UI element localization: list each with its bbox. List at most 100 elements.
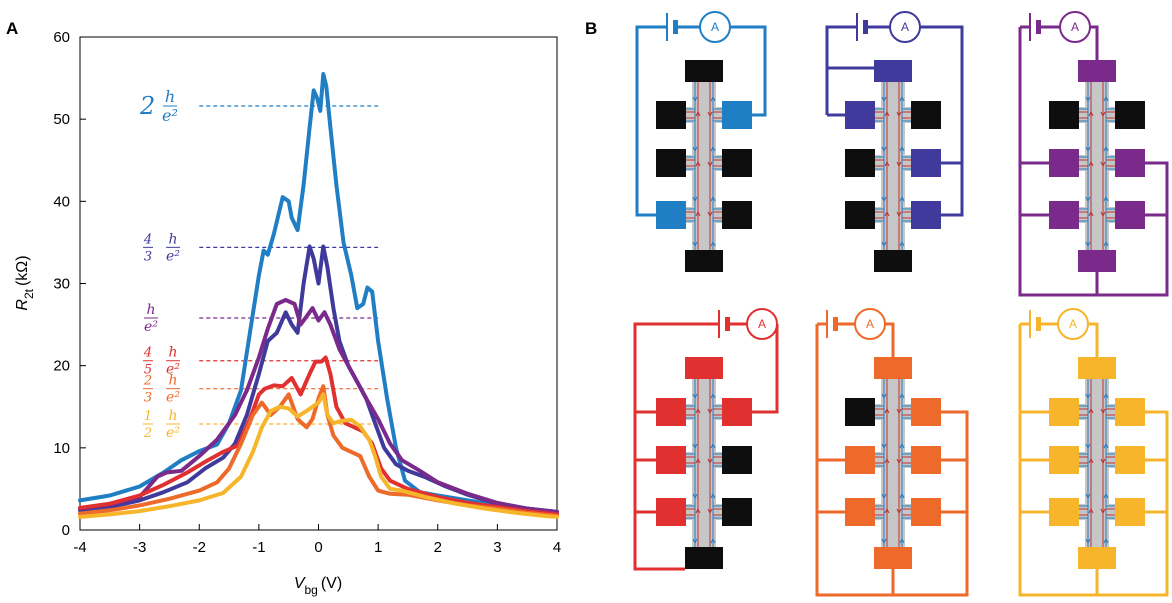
contact-right — [722, 498, 752, 526]
circuit-wire — [635, 25, 667, 217]
x-tick-label: 2 — [434, 539, 442, 556]
circuit-wire — [1088, 322, 1099, 357]
edge-arrow — [695, 407, 701, 414]
circuit-4: A — [633, 308, 779, 571]
y-ticks: 0 10 20 30 40 50 60 — [53, 29, 86, 539]
ref-label-frac-num: h — [168, 408, 177, 424]
hall-bar-arm — [1067, 452, 1127, 468]
contact-right — [1115, 201, 1145, 229]
edge-arrow — [899, 492, 905, 499]
y-tick-label: 40 — [53, 193, 70, 210]
contact-right — [722, 101, 752, 129]
edge-arrow — [1088, 407, 1094, 414]
battery-plate — [673, 20, 678, 34]
hall-bar-arm — [1067, 504, 1127, 520]
ammeter — [889, 11, 921, 43]
x-ticks: -4 -3 -2 -1 0 1 2 3 4 — [73, 524, 561, 556]
edge-arrow — [1088, 110, 1094, 117]
ref-label-coef-num: 1 — [144, 409, 152, 424]
edge-arrow — [710, 145, 716, 152]
hall-bar-arm — [863, 207, 923, 223]
contact-right — [911, 398, 941, 426]
edge-arrow — [881, 393, 887, 400]
edge-arrow — [692, 443, 698, 450]
x-tick-label: 4 — [553, 539, 561, 556]
edge-arrow — [884, 210, 890, 217]
hall-bar-arm — [674, 207, 734, 223]
edge-arrow — [710, 392, 716, 399]
ref-label-frac-num: h — [165, 87, 175, 106]
edge-arrow — [692, 493, 698, 500]
circuit-wire — [730, 25, 767, 117]
edge-arrow — [692, 196, 698, 203]
ammeter-label: A — [711, 20, 719, 34]
edge-arrow — [899, 195, 905, 202]
edge-arrow — [884, 160, 890, 167]
reference-label: 2 3 he² — [143, 373, 180, 406]
ref-label-coef-den: 2 — [143, 426, 152, 441]
edge-arrow — [692, 241, 698, 248]
edge-arrow — [692, 538, 698, 545]
x-tick-label: 3 — [493, 539, 501, 556]
edge-arrow — [1100, 161, 1106, 168]
hall-bar-arm — [1067, 107, 1127, 123]
ammeter — [1059, 11, 1091, 43]
edge-arrow — [881, 443, 887, 450]
y-tick-label: 0 — [62, 522, 70, 539]
hall-bar-arm — [1067, 155, 1127, 171]
contact-left — [656, 446, 686, 474]
battery-plate — [863, 20, 868, 34]
edge-arrow — [899, 392, 905, 399]
edge-arrow — [899, 95, 905, 102]
circuit-wire — [1018, 27, 1169, 297]
edge-arrow — [1100, 508, 1106, 515]
y-tick-label: 10 — [53, 440, 70, 457]
series-line-2 — [78, 244, 559, 514]
edge-arrow — [1100, 211, 1106, 218]
edge-arrow — [1103, 240, 1109, 247]
edge-arrow — [707, 161, 713, 168]
edge-arrow — [881, 96, 887, 103]
edge-arrow — [896, 408, 902, 415]
circuit-wire — [825, 25, 874, 70]
edge-arrow — [899, 537, 905, 544]
edge-arrow — [884, 110, 890, 117]
reference-label: 4 5 he² — [143, 345, 180, 378]
edge-arrow — [1088, 160, 1094, 167]
ammeter-label: A — [901, 20, 909, 34]
edge-arrow — [1088, 210, 1094, 217]
hall-bar-arm — [674, 404, 734, 420]
contact-right — [1115, 446, 1145, 474]
circuit-wire — [815, 324, 969, 597]
contact-right — [1115, 149, 1145, 177]
y-tick-label: 50 — [53, 111, 70, 128]
reference-label: he² — [144, 302, 158, 335]
edge-arrow — [710, 442, 716, 449]
contact-left — [1049, 201, 1079, 229]
circuit-5: A — [815, 308, 969, 597]
edge-arrow — [1103, 442, 1109, 449]
y-tick-label: 30 — [53, 276, 70, 293]
circuit-wire — [1018, 324, 1169, 597]
edge-arrow — [884, 457, 890, 464]
edge-arrow — [1103, 195, 1109, 202]
edge-arrow — [1085, 196, 1091, 203]
ref-label-frac-den: e² — [166, 390, 180, 406]
ammeter-label: A — [758, 317, 766, 331]
hall-bar-arm — [674, 107, 734, 123]
edge-arrow — [1103, 95, 1109, 102]
contact-left — [656, 398, 686, 426]
contact-left — [845, 498, 875, 526]
contact-right — [1115, 498, 1145, 526]
ref-label-frac-num: h — [146, 302, 155, 318]
edge-arrow — [1100, 458, 1106, 465]
edge-arrow — [707, 508, 713, 515]
edge-arrow — [1085, 493, 1091, 500]
ammeter — [1057, 308, 1089, 340]
panel-b-letter: B — [585, 19, 597, 38]
series-line-3 — [78, 297, 559, 514]
y-tick-label: 60 — [53, 29, 70, 46]
ref-label-frac-den: e² — [166, 425, 180, 441]
edge-arrow — [710, 95, 716, 102]
ammeter-label: A — [1071, 20, 1079, 34]
